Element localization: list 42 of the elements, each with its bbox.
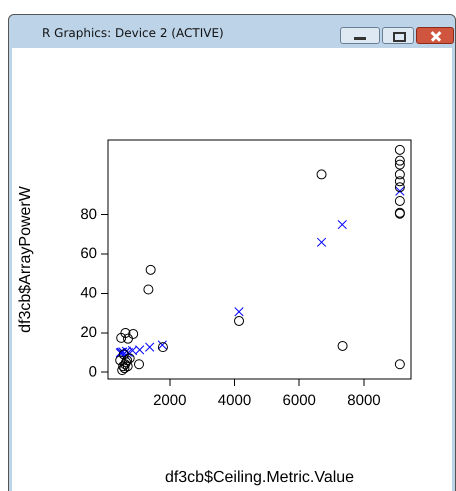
point — [394, 156, 405, 166]
y-tick-label: 0 — [88, 363, 97, 380]
point — [128, 346, 138, 356]
point — [134, 345, 144, 355]
point — [394, 144, 405, 155]
point — [394, 169, 405, 180]
point — [146, 264, 156, 275]
chart-title: R Graphics: Device 2 (ACTIVE) — [42, 26, 224, 40]
x-tick-label: 6000 — [282, 392, 316, 410]
point — [124, 353, 135, 364]
point — [394, 182, 405, 192]
point — [316, 238, 326, 248]
point — [122, 361, 133, 372]
point — [128, 328, 138, 339]
point — [158, 342, 168, 352]
point — [395, 186, 405, 196]
point — [234, 306, 244, 316]
point — [144, 342, 154, 352]
y-tick-label: 60 — [80, 245, 97, 262]
point — [394, 176, 405, 186]
point — [115, 355, 126, 366]
point — [394, 196, 405, 206]
point — [123, 334, 133, 344]
point — [338, 340, 348, 351]
point — [338, 220, 347, 230]
point — [143, 284, 154, 294]
y-tick-label: 80 — [80, 206, 97, 223]
x-axis-title: df3cb$Ceiling.Metric.Value — [164, 468, 354, 486]
point — [234, 316, 244, 326]
x-tick-label: 4000 — [218, 392, 252, 410]
point — [116, 332, 126, 343]
y-axis-title: df3cb$ArrayPowerW — [17, 185, 34, 333]
y-tick-label: 40 — [80, 284, 97, 302]
point — [134, 359, 144, 370]
point — [120, 328, 130, 338]
x-tick-label: 2000 — [153, 392, 186, 410]
y-tick-label: 20 — [80, 324, 97, 341]
point — [316, 169, 327, 180]
point — [394, 160, 405, 170]
point — [158, 340, 168, 350]
point — [394, 359, 405, 370]
x-tick-label: 8000 — [347, 392, 381, 410]
